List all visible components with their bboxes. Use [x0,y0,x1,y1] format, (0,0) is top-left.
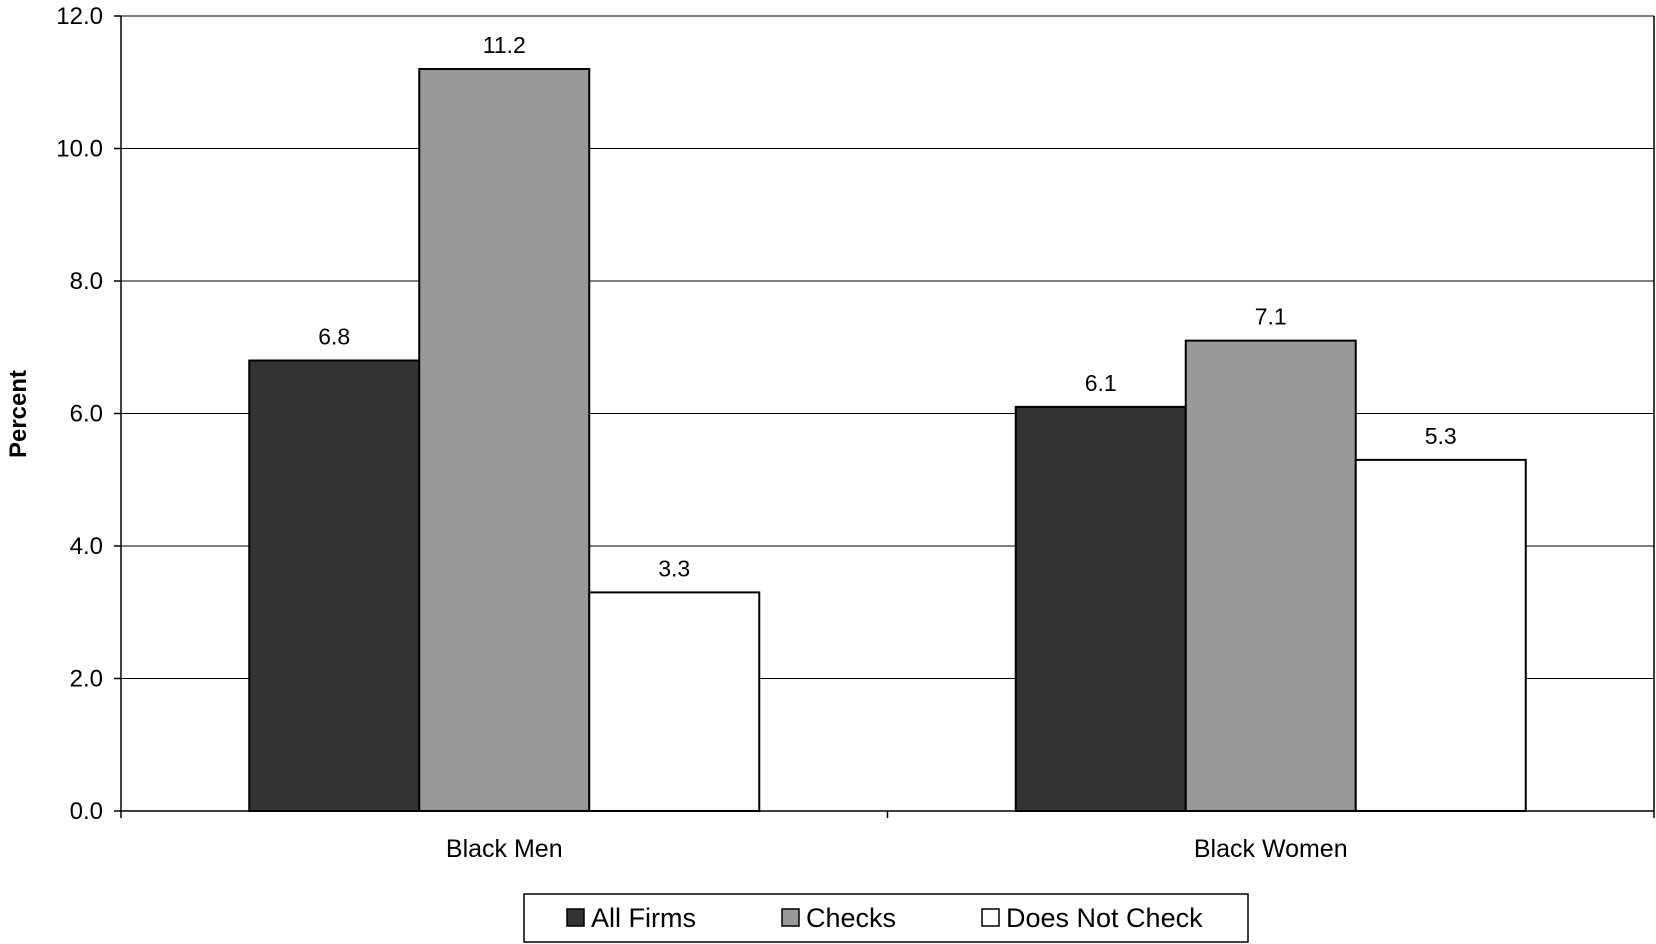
legend-swatch [981,908,1000,927]
data-label: 11.2 [483,32,526,58]
legend-label: All Firms [591,903,696,933]
data-label: 6.1 [1085,370,1117,396]
legend-label: Does Not Check [1006,903,1203,933]
data-label: 3.3 [658,555,690,581]
bar-checks-1 [1184,339,1357,812]
legend-box [523,893,1249,943]
y-tick-label: 0.0 [70,798,103,825]
y-tick-label: 8.0 [70,268,103,295]
bar-all-firms-1 [1014,405,1187,812]
bars [248,68,1527,812]
y-tick-label: 4.0 [70,533,103,560]
data-label: 7.1 [1255,304,1287,330]
data-label: 6.8 [318,324,350,350]
legend-label: Checks [806,903,896,933]
legend-swatch [566,908,585,927]
bar-checks-0 [418,68,591,812]
y-tick-label: 2.0 [70,666,103,693]
y-tick-label: 12.0 [56,3,103,30]
data-label: 5.3 [1425,423,1457,449]
bar-does-not-check-0 [588,591,761,812]
y-axis-title: Percent [5,370,32,458]
y-tick-label: 10.0 [56,136,103,163]
y-tick-label: 6.0 [70,401,103,428]
bar-does-not-check-1 [1354,458,1527,812]
axes: 0.0 2.0 4.0 6.0 8.0 10.0 12.0 Black Men Black Wo… [56,3,1655,863]
x-category-label: Black Men [446,835,563,863]
x-category-label: Black Women [1194,835,1348,863]
legend: All Firms Checks Does Not Check [523,893,1249,943]
legend-swatch [781,908,800,927]
data-labels: 6.8 11.2 3.3 6.1 7.1 5.3 [318,32,1456,581]
bar-all-firms-0 [248,359,421,812]
